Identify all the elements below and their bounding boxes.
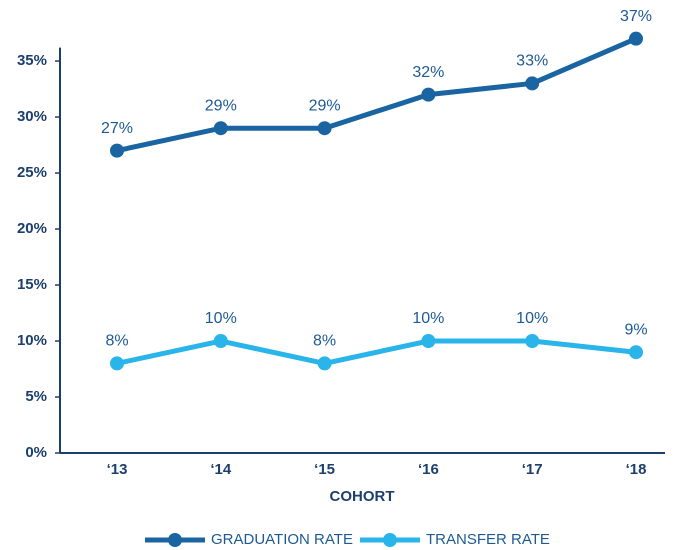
x-tick-label: ‘14 <box>210 461 232 478</box>
legend-marker <box>383 533 397 547</box>
x-axis-label: COHORT <box>330 488 395 505</box>
legend-marker <box>168 533 182 547</box>
data-label: 29% <box>309 97 341 114</box>
y-tick-label: 0% <box>25 444 47 461</box>
data-point <box>629 31 643 46</box>
data-point <box>421 87 436 102</box>
x-tick-label: ‘13 <box>107 461 128 478</box>
y-tick-label: 35% <box>17 52 47 69</box>
data-label: 10% <box>412 310 444 327</box>
data-point <box>525 76 540 91</box>
x-tick-label: ‘15 <box>314 461 335 478</box>
y-tick-label: 20% <box>17 220 47 237</box>
data-label: 32% <box>412 64 444 81</box>
y-tick-label: 5% <box>25 388 47 405</box>
data-point <box>317 121 332 136</box>
x-tick-label: ‘18 <box>626 461 647 478</box>
y-tick-label: 15% <box>17 276 47 293</box>
data-point <box>110 143 124 158</box>
data-label: 10% <box>205 310 237 327</box>
y-tick-label: 30% <box>17 108 47 125</box>
x-tick-label: ‘17 <box>522 461 543 478</box>
series-line <box>116 338 637 366</box>
data-point <box>525 334 540 349</box>
legend-label: GRADUATION RATE <box>211 531 353 548</box>
series-line <box>116 36 637 154</box>
data-point <box>629 345 643 360</box>
data-point <box>213 334 228 349</box>
data-point <box>421 334 436 349</box>
y-tick-label: 10% <box>17 332 47 349</box>
data-label: 27% <box>101 120 133 137</box>
data-label: 37% <box>620 8 652 25</box>
data-label: 8% <box>313 333 336 350</box>
x-tick-label: ‘16 <box>418 461 439 478</box>
data-point <box>110 356 124 371</box>
y-tick-label: 25% <box>17 164 47 181</box>
data-label: 29% <box>205 97 237 114</box>
data-label: 10% <box>516 310 548 327</box>
data-point <box>213 121 228 136</box>
data-label: 9% <box>624 321 647 338</box>
legend-label: TRANSFER RATE <box>426 531 550 548</box>
data-label: 8% <box>105 333 128 350</box>
data-point <box>317 356 332 371</box>
data-label: 33% <box>516 53 548 70</box>
